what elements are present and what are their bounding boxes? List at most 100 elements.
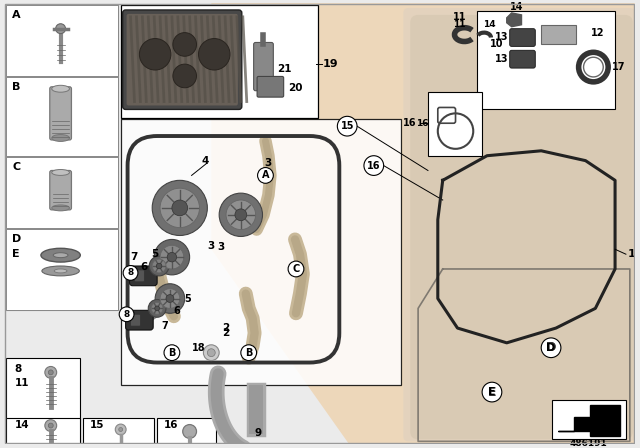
- Text: 15: 15: [90, 420, 105, 430]
- Text: E: E: [488, 386, 496, 399]
- Circle shape: [541, 338, 561, 358]
- FancyBboxPatch shape: [257, 77, 284, 97]
- Circle shape: [151, 302, 163, 314]
- Polygon shape: [558, 405, 620, 436]
- Bar: [121, 119, 401, 385]
- Text: E: E: [561, 405, 570, 418]
- Text: D: D: [12, 233, 22, 244]
- Text: 16: 16: [416, 119, 428, 128]
- Ellipse shape: [52, 134, 70, 142]
- FancyBboxPatch shape: [410, 15, 633, 439]
- Text: 14: 14: [483, 20, 495, 29]
- Text: 11: 11: [453, 20, 466, 29]
- Circle shape: [152, 181, 207, 236]
- Circle shape: [183, 425, 196, 438]
- FancyBboxPatch shape: [131, 314, 140, 326]
- Bar: [541, 25, 575, 44]
- Bar: [6, 358, 80, 436]
- Circle shape: [119, 307, 134, 322]
- Circle shape: [241, 345, 257, 361]
- Text: 16: 16: [403, 118, 416, 128]
- Text: 1: 1: [628, 249, 636, 259]
- Circle shape: [164, 345, 180, 361]
- Circle shape: [204, 345, 219, 361]
- Circle shape: [226, 200, 255, 229]
- Circle shape: [556, 402, 575, 422]
- Text: 14: 14: [14, 420, 29, 430]
- Text: B: B: [245, 348, 252, 358]
- Text: 2: 2: [223, 323, 230, 333]
- Bar: [121, 5, 317, 118]
- Circle shape: [115, 424, 126, 435]
- Circle shape: [337, 116, 357, 136]
- Circle shape: [160, 246, 184, 269]
- Text: 6: 6: [140, 262, 147, 272]
- Text: 8: 8: [124, 310, 130, 319]
- Circle shape: [56, 24, 65, 34]
- Circle shape: [173, 64, 196, 88]
- Polygon shape: [211, 3, 635, 444]
- Bar: [6, 5, 118, 310]
- Text: 3: 3: [218, 242, 225, 252]
- Bar: [6, 77, 118, 156]
- FancyBboxPatch shape: [50, 171, 72, 210]
- Circle shape: [148, 300, 166, 317]
- Text: 3: 3: [265, 158, 272, 168]
- Text: 7: 7: [130, 252, 138, 262]
- Text: B: B: [12, 82, 20, 92]
- Text: C: C: [292, 264, 300, 274]
- Circle shape: [198, 39, 230, 70]
- Ellipse shape: [52, 205, 70, 211]
- Ellipse shape: [52, 169, 70, 176]
- Ellipse shape: [42, 266, 79, 276]
- Bar: [157, 418, 216, 448]
- Bar: [6, 157, 118, 228]
- Circle shape: [173, 33, 196, 56]
- FancyBboxPatch shape: [129, 266, 157, 286]
- Bar: [6, 228, 118, 310]
- Text: 486191: 486191: [570, 439, 607, 448]
- Text: 6: 6: [173, 306, 180, 316]
- Text: 13: 13: [495, 31, 509, 42]
- Circle shape: [155, 306, 159, 311]
- Text: 12: 12: [591, 28, 604, 38]
- Bar: [6, 5, 118, 76]
- Circle shape: [152, 259, 166, 273]
- Text: E: E: [488, 387, 496, 397]
- Circle shape: [155, 284, 185, 313]
- Text: 10: 10: [490, 39, 504, 49]
- Text: D: D: [546, 341, 556, 354]
- FancyBboxPatch shape: [123, 10, 242, 109]
- Circle shape: [207, 349, 215, 357]
- Text: 9: 9: [255, 428, 262, 439]
- FancyBboxPatch shape: [127, 14, 238, 105]
- FancyBboxPatch shape: [509, 29, 535, 47]
- Text: B: B: [168, 348, 175, 358]
- Bar: [6, 436, 80, 444]
- Text: 16: 16: [164, 420, 179, 430]
- Circle shape: [167, 252, 177, 262]
- Circle shape: [45, 366, 57, 378]
- Circle shape: [123, 266, 138, 280]
- Circle shape: [482, 382, 502, 402]
- Circle shape: [172, 200, 188, 216]
- Text: 18: 18: [191, 343, 205, 353]
- Text: 19: 19: [323, 59, 338, 69]
- Circle shape: [584, 57, 604, 77]
- Bar: [552, 400, 626, 439]
- Text: D: D: [547, 343, 556, 353]
- Ellipse shape: [54, 269, 67, 273]
- Text: 5: 5: [152, 249, 159, 259]
- Text: 17: 17: [612, 62, 626, 72]
- Circle shape: [288, 261, 304, 277]
- Text: 4: 4: [202, 155, 209, 166]
- Bar: [428, 92, 482, 156]
- Text: D: D: [546, 341, 556, 354]
- Ellipse shape: [52, 85, 70, 92]
- Text: 5: 5: [184, 293, 191, 303]
- Text: 16: 16: [367, 160, 381, 171]
- Bar: [477, 11, 615, 109]
- Text: 14: 14: [510, 2, 524, 12]
- Text: 7: 7: [162, 321, 168, 331]
- Bar: [83, 418, 154, 448]
